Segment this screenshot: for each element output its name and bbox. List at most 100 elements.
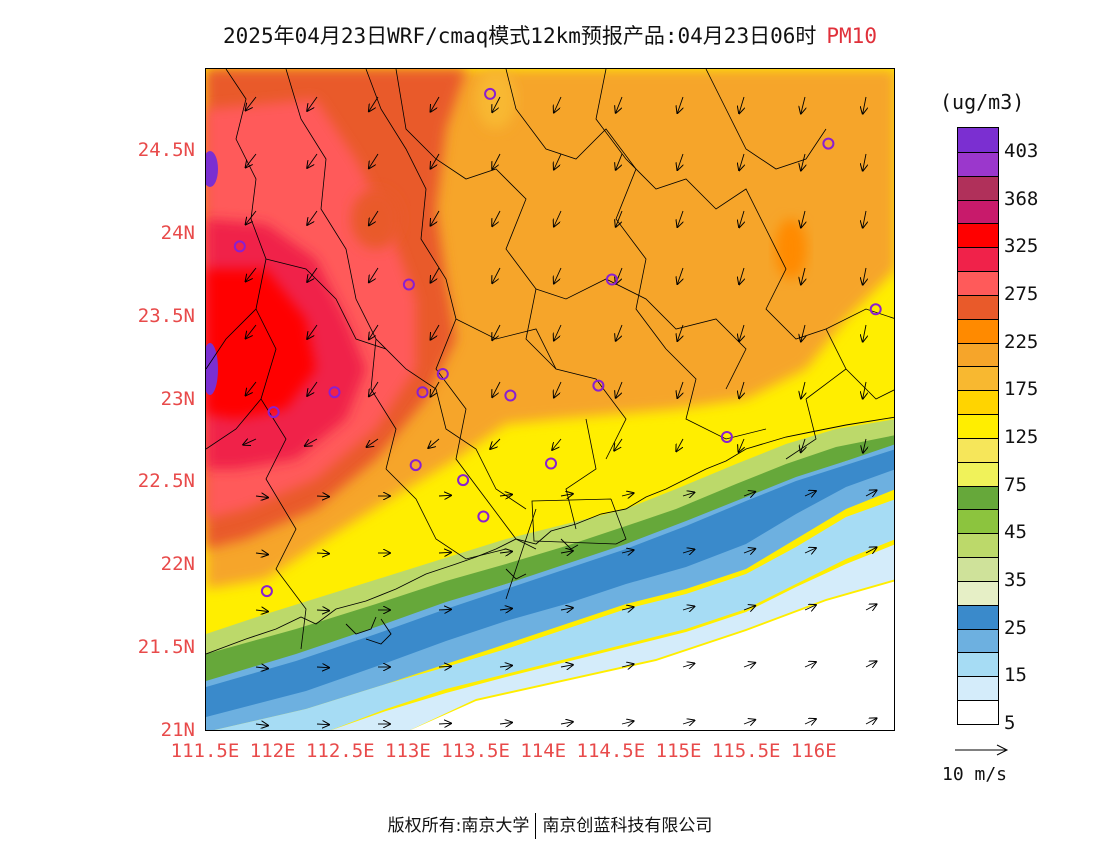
wind-arrow-icon xyxy=(865,547,877,553)
legend-swatch xyxy=(958,604,998,629)
wind-arrow-icon xyxy=(369,96,379,111)
wind-arrow-icon xyxy=(369,267,379,282)
wind-arrow-icon xyxy=(863,324,866,342)
wind-arrow-icon xyxy=(801,153,805,171)
chart-title: 2025年04月23日WRF/cmaq模式12km预报产品:04月23日06时 P… xyxy=(0,20,1100,50)
legend-label: 175 xyxy=(1004,378,1039,401)
wind-arrow-icon xyxy=(677,96,683,113)
color-legend xyxy=(957,127,999,725)
wind-arrow-icon xyxy=(801,267,805,285)
station-marker-icon[interactable] xyxy=(436,368,449,380)
wind-arrow-icon xyxy=(490,438,501,449)
station-marker-icon[interactable] xyxy=(260,585,273,598)
station-marker-icon[interactable] xyxy=(457,474,470,487)
wind-arrow-icon xyxy=(499,552,512,554)
coast-line xyxy=(345,616,377,635)
wind-arrow-icon xyxy=(739,381,744,398)
wind-arrow-icon xyxy=(554,96,562,113)
wind-arrow-icon xyxy=(743,720,755,724)
legend-swatch xyxy=(958,509,998,534)
lon-tick-label: 112E xyxy=(249,740,296,762)
wind-arrow-icon xyxy=(492,153,501,169)
field-band-coast-darkgreen xyxy=(206,435,894,687)
legend-swatch xyxy=(958,128,998,152)
concentration-field xyxy=(206,69,894,730)
station-marker-icon[interactable] xyxy=(416,386,429,399)
wind-arrow-icon xyxy=(739,267,744,284)
wind-arrow-icon xyxy=(863,153,866,171)
wind-arrow-icon xyxy=(369,381,379,396)
wind-arrow-icon xyxy=(367,438,379,447)
wind-arrow-icon xyxy=(307,210,318,225)
wind-arrow-icon xyxy=(246,381,257,395)
wind-arrow-icon xyxy=(316,667,329,668)
wind-arrow-icon xyxy=(682,492,694,496)
wind-arrow-icon xyxy=(431,96,440,112)
boundary-line xyxy=(845,368,894,400)
legend-label: 275 xyxy=(1004,282,1039,305)
station-marker-icon[interactable] xyxy=(869,303,882,316)
wind-arrow-icon xyxy=(614,438,623,451)
legend-swatch xyxy=(958,414,998,438)
wind-arrow-icon xyxy=(560,665,573,667)
wind-arrow-icon xyxy=(554,267,562,284)
field-hotspot xyxy=(775,219,807,279)
wind-arrow-icon xyxy=(743,492,755,496)
lon-tick-label: 115E xyxy=(655,740,702,762)
wind-arrow-icon xyxy=(554,153,562,170)
boundary-line xyxy=(535,278,747,390)
station-marker-icon[interactable] xyxy=(822,137,835,150)
station-marker-icon[interactable] xyxy=(477,510,490,523)
station-marker-icon[interactable] xyxy=(402,278,415,291)
station-marker-icon[interactable] xyxy=(233,240,246,253)
legend-swatch xyxy=(958,700,998,724)
wind-arrow-icon xyxy=(255,553,268,555)
station-marker-icon[interactable] xyxy=(267,406,280,419)
wind-arrow-icon xyxy=(316,553,329,554)
station-marker-icon[interactable] xyxy=(484,87,497,100)
boundary-line xyxy=(505,508,537,600)
station-marker-icon[interactable] xyxy=(504,389,517,402)
wind-arrow-icon xyxy=(554,210,562,227)
station-marker-icon[interactable] xyxy=(409,459,422,472)
station-marker-icon[interactable] xyxy=(720,431,733,443)
wind-arrow-icon xyxy=(431,324,440,340)
wind-arrow-icon xyxy=(865,661,877,667)
wind-arrow-icon xyxy=(801,381,805,399)
station-marker-icon[interactable] xyxy=(545,457,557,470)
legend-swatch xyxy=(958,294,998,319)
legend-swatch xyxy=(958,199,998,224)
wind-arrow-icon xyxy=(616,153,623,170)
wind-arrow-icon xyxy=(801,96,805,114)
wind-arrow-icon xyxy=(431,210,440,226)
legend-swatch xyxy=(958,271,998,295)
station-marker-icon[interactable] xyxy=(605,273,618,286)
field-hotspot xyxy=(351,189,401,249)
wind-reference-label: 10 m/s xyxy=(942,764,1008,785)
wind-arrow-icon xyxy=(255,724,268,726)
lat-tick-label: 21N xyxy=(160,719,195,741)
lat-tick-label: 24N xyxy=(160,221,195,244)
wind-arrow-icon xyxy=(316,496,329,497)
wind-arrow-icon xyxy=(739,153,744,170)
wind-arrow-icon xyxy=(801,210,805,228)
station-marker-icon[interactable] xyxy=(592,379,605,392)
wind-arrow-icon xyxy=(431,267,440,283)
legend-unit: (ug/m3) xyxy=(940,90,1025,114)
wind-arrow-icon xyxy=(743,549,755,553)
wind-arrow-icon xyxy=(804,662,816,667)
field-band-hot xyxy=(206,269,316,419)
legend-swatch xyxy=(958,580,998,605)
wind-arrow-icon xyxy=(616,381,623,398)
wind-arrow-icon xyxy=(865,604,877,610)
wind-arrow-icon xyxy=(804,491,816,496)
station-marker-icon[interactable] xyxy=(328,386,341,399)
lat-tick-label: 23N xyxy=(160,387,195,410)
field-band-clean xyxy=(331,544,894,730)
wind-arrow-icon xyxy=(554,324,562,341)
variable-name: PM10 xyxy=(826,24,877,48)
boundary-line xyxy=(285,69,397,470)
wind-arrow-icon xyxy=(801,324,805,342)
wind-arrow-icon xyxy=(616,210,623,227)
wind-arrow-icon xyxy=(307,267,318,282)
